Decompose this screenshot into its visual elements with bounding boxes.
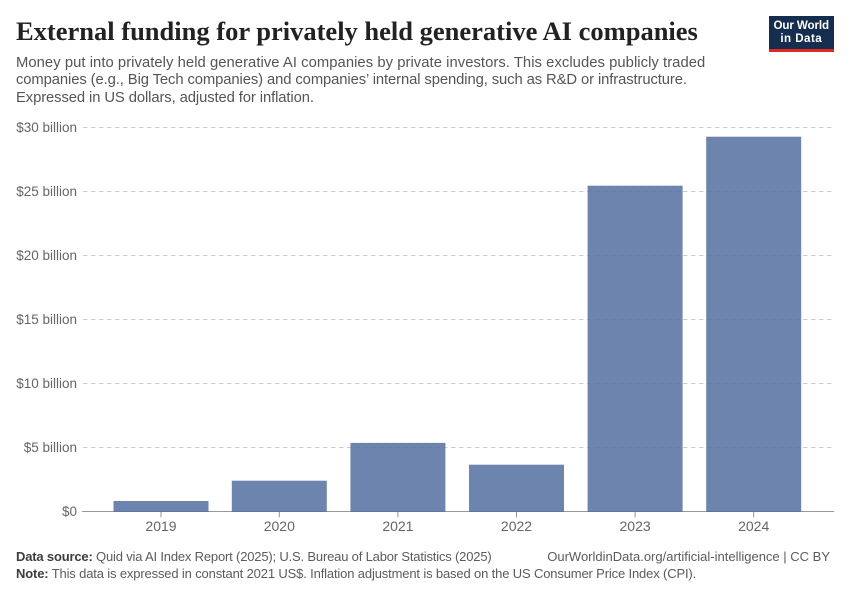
svg-text:$15 billion: $15 billion (16, 312, 77, 327)
svg-text:2022: 2022 (501, 518, 532, 534)
svg-text:2019: 2019 (145, 518, 176, 534)
svg-text:$30 billion: $30 billion (16, 120, 77, 135)
svg-text:$5 billion: $5 billion (24, 440, 77, 455)
svg-text:2023: 2023 (620, 518, 651, 534)
svg-text:2024: 2024 (738, 518, 769, 534)
svg-text:$25 billion: $25 billion (16, 184, 77, 199)
svg-text:2020: 2020 (264, 518, 295, 534)
svg-text:$10 billion: $10 billion (16, 376, 77, 391)
svg-text:2021: 2021 (382, 518, 413, 534)
svg-text:$20 billion: $20 billion (16, 248, 77, 263)
svg-text:$0: $0 (62, 504, 77, 519)
